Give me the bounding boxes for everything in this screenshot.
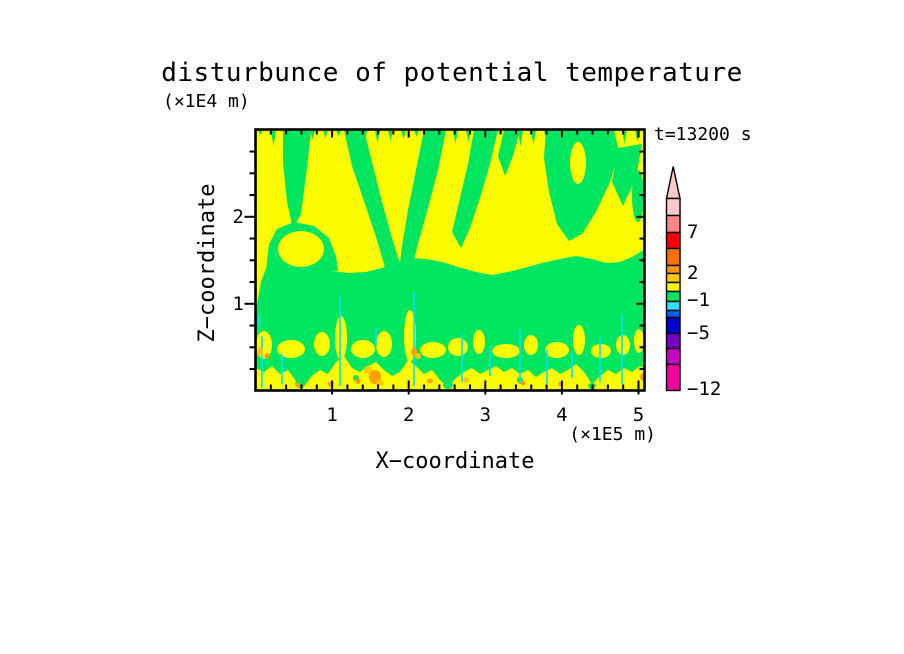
x-tick-label-2: 2 (402, 404, 415, 426)
axis-ticks (244, 129, 645, 395)
colorbar-segment-12 (665, 347, 681, 366)
colorbar-segment-8 (665, 300, 681, 312)
colorbar-segment-3 (665, 247, 681, 267)
colorbar-label-−1: −1 (687, 289, 710, 311)
colorbar-segment-4 (665, 264, 681, 275)
colorbar-label-−5: −5 (687, 322, 710, 344)
colorbar-label-2: 2 (687, 262, 699, 284)
colorbar-segment-7 (665, 290, 681, 303)
colorbar-segment-5 (665, 272, 681, 284)
x-axis-unit-label: (×1E5 m) (569, 424, 656, 445)
contour-field (256, 130, 644, 390)
colorbar-segment-1 (665, 214, 681, 234)
colorbar-label-−12: −12 (687, 378, 722, 400)
colorbar-segment-11 (665, 332, 681, 350)
x-tick-label-4: 4 (556, 404, 568, 426)
chart-title: disturbunce of potential temperature (161, 58, 743, 88)
colorbar-segment-13 (665, 363, 681, 392)
x-tick-label-5: 5 (632, 404, 645, 426)
field-details (256, 130, 644, 390)
z-tick-label-2: 2 (232, 205, 244, 228)
z-tick-label-1: 1 (232, 292, 244, 315)
x-axis-title: X−coordinate (375, 449, 535, 474)
time-annotation: t=13200 s (654, 124, 752, 145)
colorbar-segment-9 (665, 309, 681, 319)
yellow-oval (278, 231, 324, 267)
colorbar-segment-6 (665, 281, 681, 293)
x-tick-label-1: 1 (326, 404, 338, 426)
yellow-hole (570, 142, 586, 184)
colorbar-segment-10 (665, 316, 681, 335)
colorbar-segment-0 (665, 197, 681, 217)
colorbar-arrow (665, 166, 681, 200)
colorbar (665, 166, 681, 392)
colorbar-segment-2 (665, 231, 681, 250)
z-axis-unit-label: (×1E4 m) (163, 91, 250, 112)
colorbar-label-7: 7 (687, 220, 699, 243)
x-tick-label-3: 3 (479, 404, 492, 426)
